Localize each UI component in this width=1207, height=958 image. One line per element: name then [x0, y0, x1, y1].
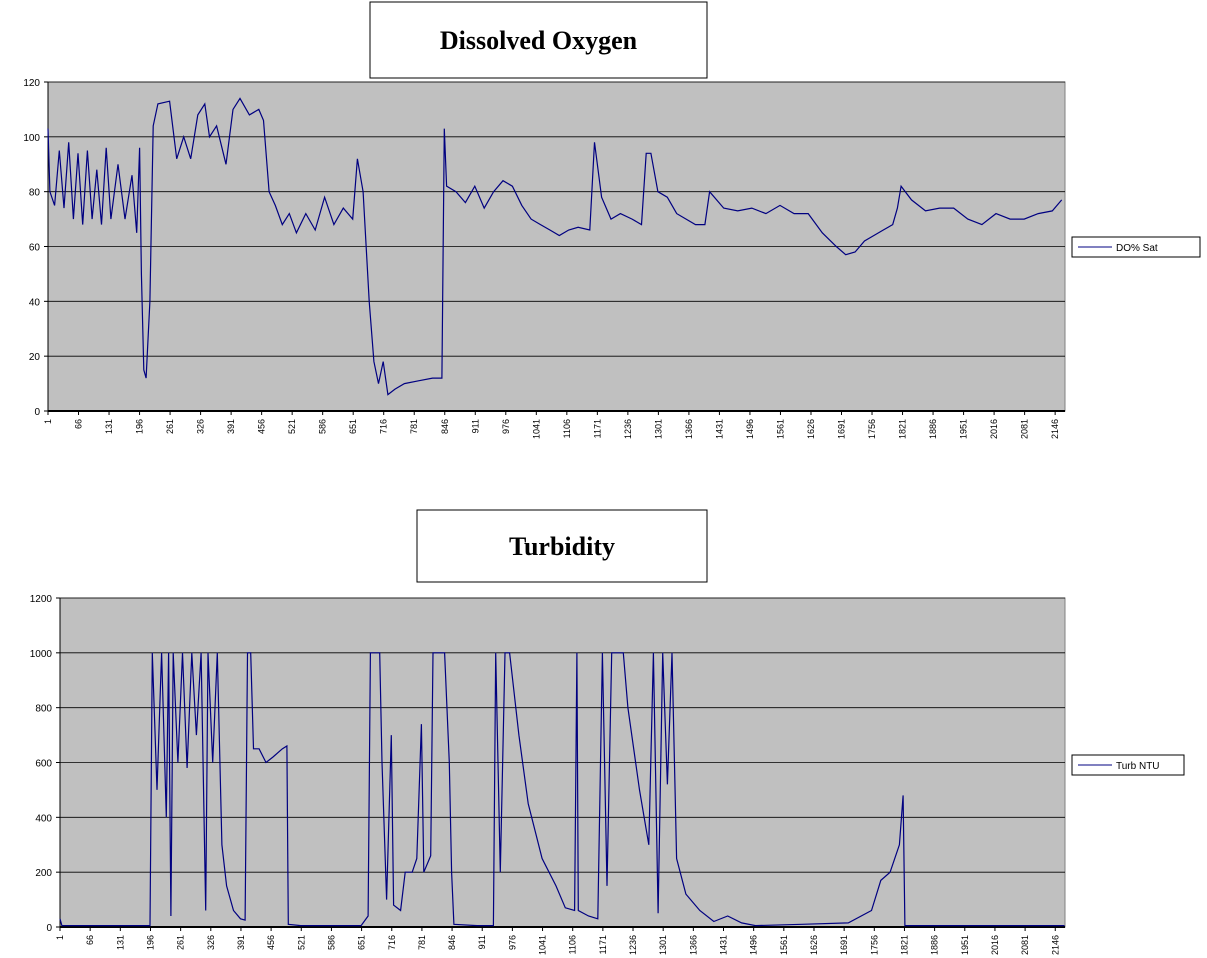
x-tick-label: 1301: [658, 935, 668, 955]
x-tick-label: 716: [379, 419, 389, 434]
x-tick-label: 716: [387, 935, 397, 950]
x-tick-label: 326: [206, 935, 216, 950]
x-tick-label: 1561: [775, 419, 785, 439]
x-tick-label: 2081: [1020, 419, 1030, 439]
data-line: [47, 97, 1063, 396]
x-tick-label: 1106: [562, 419, 572, 438]
x-tick-label: 1171: [592, 419, 602, 438]
x-tick-label: 66: [74, 419, 84, 429]
x-tick-label: 521: [287, 419, 297, 434]
x-tick-label: 846: [440, 419, 450, 434]
x-tick-label: 66: [85, 935, 95, 945]
title-box: [416, 509, 708, 583]
legend-box: [1071, 754, 1185, 776]
x-tick-label: 1366: [688, 935, 698, 955]
x-tick-label: 1821: [898, 419, 908, 439]
x-tick-label: 586: [318, 419, 328, 434]
x-tick-label: 1626: [806, 419, 816, 439]
y-tick-label: 800: [35, 704, 52, 715]
y-tick-label: 200: [35, 868, 52, 879]
y-tick-label: 80: [29, 188, 41, 199]
x-tick-label: 196: [145, 935, 155, 950]
y-tick-label: 1200: [30, 594, 53, 605]
x-tick-label: 781: [409, 419, 419, 434]
y-tick-label: 400: [35, 813, 52, 824]
y-tick-label: 20: [29, 352, 41, 363]
x-tick-label: 1951: [960, 935, 970, 955]
x-tick-label: 1366: [684, 419, 694, 439]
chart-title: Dissolved Oxygen: [440, 26, 638, 55]
x-tick-label: 1171: [598, 935, 608, 954]
x-tick-label: 1236: [623, 419, 633, 439]
x-tick-label: 1691: [837, 419, 847, 439]
x-tick-label: 1041: [531, 419, 541, 439]
x-tick-label: 1041: [538, 935, 548, 955]
x-tick-label: 2016: [990, 935, 1000, 955]
x-tick-label: 2146: [1050, 935, 1060, 955]
x-tick-label: 976: [501, 419, 511, 434]
x-tick-label: 2146: [1050, 419, 1060, 439]
x-tick-label: 326: [196, 419, 206, 434]
x-tick-label: 456: [257, 419, 267, 434]
legend-label: Turb NTU: [1116, 761, 1160, 772]
x-tick-label: 131: [115, 935, 125, 950]
y-tick-label: 1000: [30, 649, 53, 660]
x-tick-label: 1: [55, 935, 65, 940]
x-tick-label: 391: [236, 935, 246, 950]
x-tick-label: 1821: [899, 935, 909, 955]
x-tick-label: 261: [165, 419, 175, 434]
y-tick-label: 0: [46, 923, 52, 934]
x-tick-label: 1236: [628, 935, 638, 955]
chart-title: Turbidity: [509, 532, 615, 561]
x-tick-label: 1886: [928, 419, 938, 439]
x-tick-label: 651: [357, 935, 367, 950]
x-tick-label: 521: [296, 935, 306, 950]
x-tick-label: 976: [507, 935, 517, 950]
y-tick-label: 600: [35, 759, 52, 770]
x-tick-label: 846: [447, 935, 457, 950]
x-tick-label: 651: [348, 419, 358, 434]
x-tick-label: 1691: [839, 935, 849, 955]
x-tick-label: 1: [43, 419, 53, 424]
x-tick-label: 1951: [959, 419, 969, 439]
x-tick-label: 1496: [745, 419, 755, 439]
y-tick-label: 0: [34, 407, 40, 418]
x-tick-label: 1431: [719, 935, 729, 955]
x-tick-label: 2081: [1020, 935, 1030, 955]
x-tick-label: 1106: [568, 935, 578, 954]
x-tick-label: 1301: [653, 419, 663, 439]
x-tick-label: 586: [326, 935, 336, 950]
y-tick-label: 40: [29, 297, 41, 308]
x-tick-label: 911: [470, 419, 480, 433]
x-tick-label: 781: [417, 935, 427, 950]
x-tick-label: 196: [135, 419, 145, 434]
x-tick-label: 1626: [809, 935, 819, 955]
x-tick-label: 1756: [867, 419, 877, 439]
x-tick-label: 1756: [869, 935, 879, 955]
x-tick-label: 456: [266, 935, 276, 950]
y-tick-label: 60: [29, 243, 41, 254]
x-tick-label: 1886: [930, 935, 940, 955]
title-box: [369, 1, 708, 79]
x-tick-label: 1561: [779, 935, 789, 955]
x-tick-label: 391: [226, 419, 236, 434]
y-tick-label: 100: [23, 133, 40, 144]
legend-box: [1071, 236, 1201, 258]
x-tick-label: 1496: [749, 935, 759, 955]
x-tick-label: 1431: [714, 419, 724, 439]
x-tick-label: 911: [477, 935, 487, 949]
y-tick-label: 120: [23, 78, 40, 89]
x-tick-label: 131: [104, 419, 114, 434]
data-line: [59, 652, 1065, 927]
x-tick-label: 261: [176, 935, 186, 950]
x-tick-label: 2016: [989, 419, 999, 439]
legend-label: DO% Sat: [1116, 243, 1158, 254]
